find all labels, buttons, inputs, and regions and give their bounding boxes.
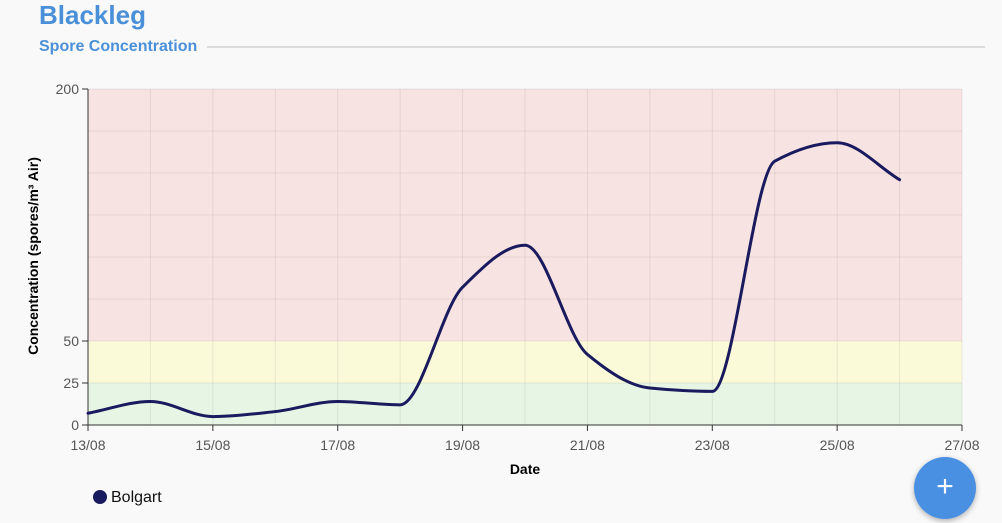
x-tick-label: 27/08 <box>944 437 979 453</box>
y-axis-label: Concentration (spores/m³ Air) <box>25 157 41 355</box>
page-title: Blackleg <box>39 0 146 30</box>
y-tick-label: 50 <box>63 333 79 349</box>
series-line-bolgart <box>86 141 902 419</box>
plus-icon: + <box>936 470 954 503</box>
chart-legend[interactable]: Bolgart <box>93 489 162 506</box>
x-tick-label: 15/08 <box>195 437 230 453</box>
x-axis-label: Date <box>510 461 541 477</box>
legend-swatch <box>93 490 107 504</box>
risk-zone-2 <box>88 89 962 341</box>
section-divider <box>207 46 985 48</box>
risk-zone-0 <box>88 383 962 425</box>
chart-axes: 0 25 50 200 13/08 15/08 17/08 19/08 21/08 23/08 25… <box>56 81 980 453</box>
chart-series <box>86 141 902 419</box>
x-tick-label: 13/08 <box>70 437 105 453</box>
x-tick-label: 25/08 <box>820 437 855 453</box>
y-tick-label: 0 <box>71 417 79 433</box>
x-tick-label: 19/08 <box>445 437 480 453</box>
section-header: Spore Concentration <box>39 38 985 56</box>
legend-label: Bolgart <box>111 489 162 506</box>
section-subtitle: Spore Concentration <box>39 38 198 55</box>
y-tick-label: 200 <box>56 81 80 97</box>
add-button[interactable]: + <box>914 457 976 519</box>
y-tick-label: 25 <box>63 375 79 391</box>
chart-grid <box>87 88 963 426</box>
risk-zone-1 <box>88 341 962 383</box>
x-tick-label: 21/08 <box>570 437 605 453</box>
risk-zones <box>88 89 962 425</box>
x-tick-label: 17/08 <box>320 437 355 453</box>
x-tick-label: 23/08 <box>695 437 730 453</box>
